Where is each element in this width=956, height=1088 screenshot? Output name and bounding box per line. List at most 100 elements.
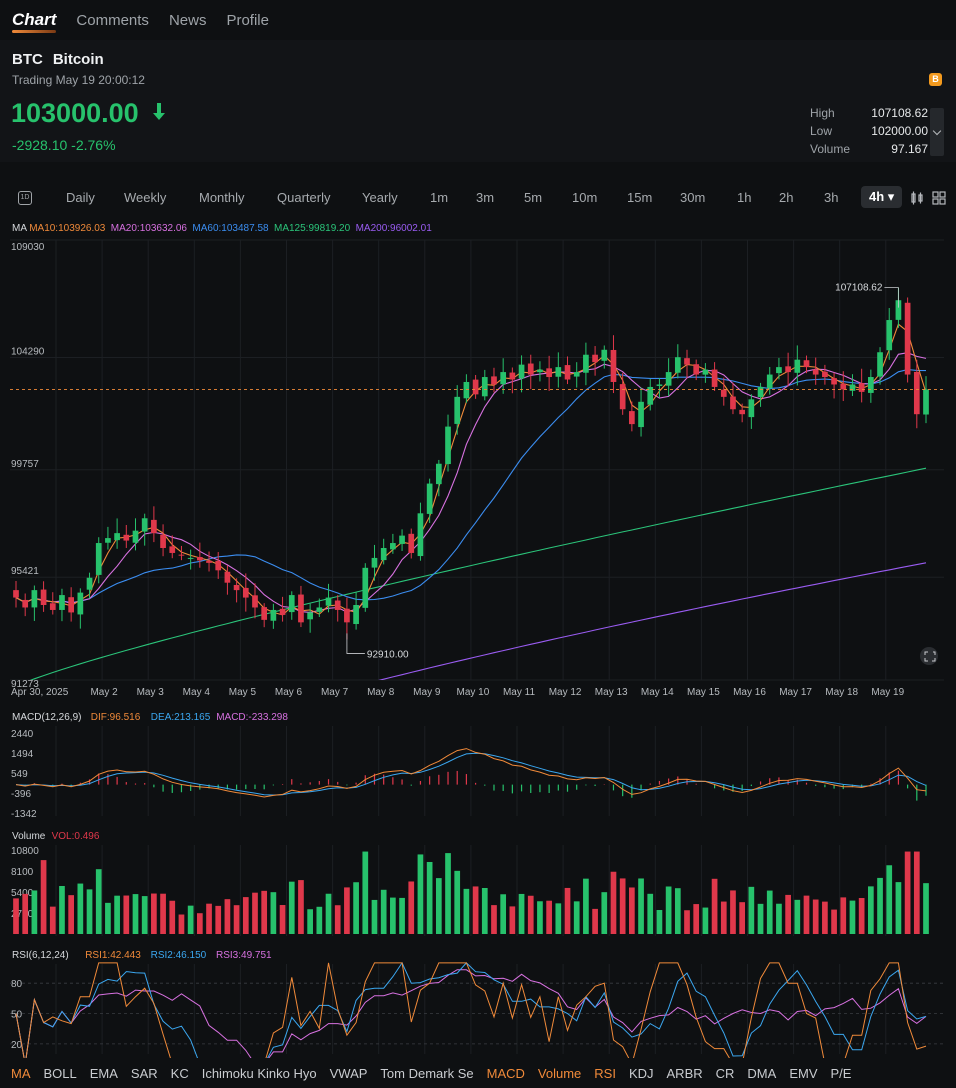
volume-bar (105, 902, 111, 934)
indicator-ichimoku-kinko-hyo[interactable]: Ichimoku Kinko Hyo (201, 1065, 317, 1081)
x-axis-tick: May 3 (137, 687, 165, 698)
volume-bar (895, 882, 902, 934)
macd-legend-item: DIF:96.516 (91, 712, 141, 723)
indicator-sar[interactable]: SAR (130, 1065, 158, 1081)
period-30m[interactable]: 30m (680, 190, 706, 205)
period-1h[interactable]: 1h (737, 190, 752, 205)
indicator-rsi[interactable]: RSI (594, 1065, 616, 1081)
volume-bar (822, 901, 828, 934)
tab-profile[interactable]: Profile (226, 11, 269, 29)
period-2h[interactable]: 2h (779, 190, 794, 205)
period-toolbar: 1D Daily Weekly Monthly Quarterly Yearly… (0, 180, 956, 216)
tab-chart[interactable]: Chart (12, 10, 57, 33)
candle-body (573, 372, 580, 377)
trading-status: Trading May 19 20:00:12 (12, 73, 145, 87)
indicator-p-e[interactable]: P/E (830, 1065, 852, 1081)
indicator-arbr[interactable]: ARBR (666, 1065, 703, 1081)
volume-bar (95, 869, 102, 934)
low-marker-label: 92910.00 (367, 649, 409, 660)
ma20-line (15, 352, 927, 613)
candle-body (610, 349, 617, 382)
dea-line (15, 752, 927, 796)
volume-bar (509, 906, 516, 934)
tab-news[interactable]: News (168, 11, 207, 29)
volume-bar (13, 898, 19, 934)
high-label: High (810, 106, 835, 120)
candle-body (822, 371, 828, 378)
indicator-emv[interactable]: EMV (789, 1065, 818, 1081)
chart-area[interactable]: MA MA10:103926.03 MA20:103632.06 MA60:10348… (0, 218, 956, 1058)
period-15m[interactable]: 15m (627, 190, 653, 205)
macd-axis-tick: 2440 (11, 729, 34, 740)
candle-body (49, 603, 56, 610)
ma-legend-title: MA (12, 223, 27, 234)
candle-body (711, 369, 718, 387)
indicator-dma[interactable]: DMA (747, 1065, 777, 1081)
period-3m[interactable]: 3m (476, 190, 495, 205)
macd-axis-tick: -396 (11, 789, 31, 800)
candle-body (316, 607, 323, 612)
candle-body (849, 384, 856, 391)
candle-body (647, 386, 654, 405)
period-5m[interactable]: 5m (524, 190, 543, 205)
candle-body (840, 383, 847, 390)
grid-layout-icon[interactable] (932, 191, 946, 205)
candle-body (537, 369, 543, 373)
period-monthly[interactable]: Monthly (199, 190, 245, 205)
volume-bar (785, 894, 791, 934)
indicator-ema[interactable]: EMA (89, 1065, 118, 1081)
indicator-vwap[interactable]: VWAP (329, 1065, 368, 1081)
period-quarterly[interactable]: Quarterly (277, 190, 331, 205)
x-axis-tick: Apr 30, 2025 (11, 687, 69, 698)
period-3h[interactable]: 3h (824, 190, 839, 205)
rsi-legend-item: RSI1:42.443 (85, 950, 141, 961)
rsi1-line (15, 962, 927, 1058)
indicator-tom-demark-se[interactable]: Tom Demark Se (380, 1065, 474, 1081)
indicator-kdj[interactable]: KDJ (628, 1065, 654, 1081)
volume-bar (390, 897, 396, 934)
period-daily[interactable]: Daily (66, 190, 95, 205)
indicator-cr[interactable]: CR (715, 1065, 735, 1081)
candle-body (619, 384, 626, 410)
indicator-macd[interactable]: MACD (486, 1065, 525, 1081)
candle-body (812, 369, 819, 375)
candle-body (13, 590, 19, 598)
candle-body (693, 364, 700, 375)
candle-body (757, 386, 764, 398)
volume-bar (417, 854, 424, 934)
candle-body (215, 560, 222, 571)
indicator-boll[interactable]: BOLL (43, 1065, 77, 1081)
volume-bar (518, 893, 525, 934)
indicator-volume[interactable]: Volume (537, 1065, 582, 1081)
candle-body (362, 567, 369, 608)
price-axis-tick: 109030 (11, 242, 45, 253)
x-axis-tick: May 13 (595, 687, 628, 698)
candle-body (68, 597, 75, 613)
period-yearly[interactable]: Yearly (362, 190, 398, 205)
calendar-icon[interactable]: 1D (18, 191, 32, 205)
candle-body (95, 543, 102, 575)
period-weekly[interactable]: Weekly (124, 190, 167, 205)
period-10m[interactable]: 10m (572, 190, 598, 205)
price-axis-tick: 99757 (11, 459, 39, 470)
candle-body (858, 383, 865, 392)
volume-legend-item: VOL:0.496 (52, 831, 100, 842)
fullscreen-icon[interactable] (920, 647, 938, 665)
candle-body (59, 595, 65, 610)
expand-stats-button[interactable] (930, 108, 944, 156)
price-chart-svg[interactable]: MA MA10:103926.03 MA20:103632.06 MA60:10348… (0, 218, 956, 1058)
period-4h[interactable]: 4h ▾ (861, 186, 903, 208)
period-1m[interactable]: 1m (430, 190, 449, 205)
candle-type-icon[interactable] (910, 191, 924, 205)
tab-comments[interactable]: Comments (76, 11, 149, 29)
volume-bar (711, 878, 718, 934)
volume-bar (647, 893, 654, 934)
volume-bar (132, 894, 139, 934)
macd-legend-title: MACD(12,26,9) (12, 712, 81, 723)
indicator-kc[interactable]: KC (170, 1065, 189, 1081)
volume-bar (224, 899, 231, 934)
macd-axis-tick: -1342 (11, 809, 37, 820)
indicator-ma[interactable]: MA (11, 1065, 31, 1081)
volume-bar (261, 890, 268, 934)
candle-body (509, 372, 516, 380)
